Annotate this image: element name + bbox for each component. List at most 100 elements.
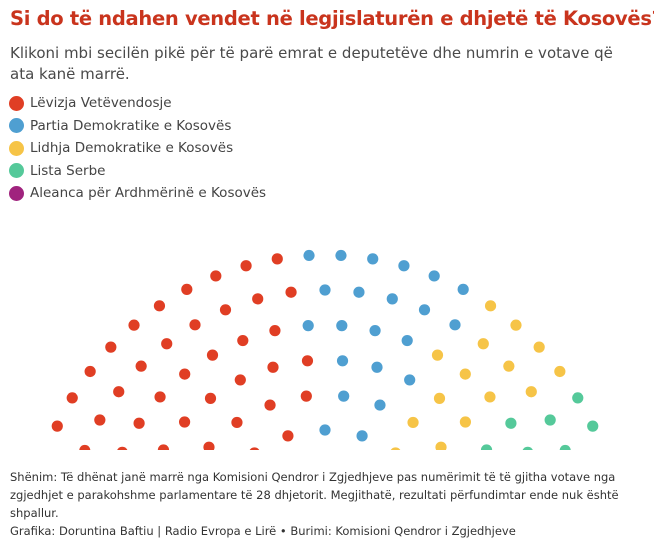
seat-dot[interactable] — [267, 361, 279, 373]
seat-dot[interactable] — [505, 417, 517, 429]
seat-dot[interactable] — [269, 325, 281, 337]
seat-dot[interactable] — [459, 416, 472, 428]
seat-dot[interactable] — [51, 420, 63, 432]
seat-dot[interactable] — [374, 399, 386, 411]
legend-label: Aleanca për Ardhmërinë e Kosovës — [30, 185, 267, 202]
seat-dot[interactable] — [480, 444, 493, 450]
seat-dot[interactable] — [336, 320, 348, 332]
seat-dot[interactable] — [237, 334, 249, 347]
seat-dot[interactable] — [428, 270, 440, 282]
seat-dot[interactable] — [161, 338, 173, 350]
legend: Lëvizja Vetëvendosje Partia Demokratike … — [9, 92, 266, 205]
seat-dot[interactable] — [319, 424, 331, 436]
seat-dot[interactable] — [113, 386, 125, 398]
legend-item[interactable]: Lëvizja Vetëvendosje — [9, 92, 266, 115]
seat-dot[interactable] — [338, 390, 350, 402]
seat-dot[interactable] — [418, 304, 431, 316]
legend-label: Partia Demokratike e Kosovës — [30, 117, 232, 134]
chart-subtitle: Klikoni mbi secilën pikë për të parë emr… — [10, 44, 613, 83]
seat-dot[interactable] — [234, 374, 246, 386]
seat-dot[interactable] — [559, 444, 571, 450]
seat-dot[interactable] — [336, 355, 349, 367]
seat-dot[interactable] — [533, 341, 545, 353]
seat-dot[interactable] — [135, 360, 147, 372]
seat-dot[interactable] — [404, 374, 416, 386]
seat-dot[interactable] — [431, 349, 444, 361]
seat-dot[interactable] — [484, 391, 496, 403]
seat-dot[interactable] — [587, 420, 599, 432]
seat-dot[interactable] — [240, 260, 252, 272]
seat-dot[interactable] — [282, 430, 294, 442]
seat-dot[interactable] — [231, 416, 243, 429]
seat-dot[interactable] — [157, 444, 170, 450]
seat-dot[interactable] — [398, 260, 410, 272]
seat-dot[interactable] — [371, 361, 383, 373]
seat-dot[interactable] — [435, 441, 447, 450]
seat-dot[interactable] — [353, 286, 365, 298]
seat-dot[interactable] — [484, 300, 497, 312]
legend-swatch-icon — [9, 140, 24, 156]
seat-dot[interactable] — [319, 284, 331, 296]
seat-dot[interactable] — [503, 360, 515, 372]
legend-label: Lëvizja Vetëvendosje — [30, 95, 172, 112]
seat-dot[interactable] — [477, 338, 489, 350]
legend-label: Lidhja Demokratike e Kosovës — [30, 140, 234, 157]
seat-dot[interactable] — [449, 319, 461, 331]
seat-dot[interactable] — [189, 319, 201, 331]
seat-dot[interactable] — [335, 249, 347, 262]
legend-swatch-icon — [9, 163, 24, 179]
seat-dot[interactable] — [401, 334, 413, 347]
seat-dot[interactable] — [390, 447, 401, 450]
seat-dot[interactable] — [285, 286, 297, 298]
seat-dot[interactable] — [252, 293, 264, 305]
seat-dot[interactable] — [249, 447, 260, 450]
seat-dot[interactable] — [204, 392, 217, 404]
seat-dot[interactable] — [457, 283, 469, 295]
legend-item[interactable]: Aleanca për Ardhmërinë e Kosovës — [9, 182, 266, 205]
seat-dot[interactable] — [206, 349, 219, 361]
seat-dot[interactable] — [544, 414, 556, 426]
seat-dot[interactable] — [459, 368, 471, 380]
legend-swatch-icon — [9, 95, 24, 111]
seat-dot[interactable] — [433, 392, 446, 404]
seat-dot[interactable] — [117, 446, 128, 450]
legend-swatch-icon — [9, 118, 24, 134]
seat-dot[interactable] — [264, 399, 276, 411]
seat-dot[interactable] — [181, 283, 193, 295]
seat-dot[interactable] — [79, 444, 91, 450]
seat-dot[interactable] — [105, 341, 117, 353]
seat-dot[interactable] — [302, 320, 314, 332]
seat-dot[interactable] — [300, 390, 312, 402]
chart-title: Si do të ndahen vendet në legjislaturën … — [10, 7, 654, 30]
seat-dot[interactable] — [133, 417, 145, 429]
seat-dot[interactable] — [66, 392, 78, 404]
seat-dot[interactable] — [84, 365, 96, 378]
legend-item[interactable]: Partia Demokratike e Kosovës — [9, 115, 266, 138]
seat-dot[interactable] — [153, 300, 166, 312]
seat-dot[interactable] — [356, 430, 368, 442]
seat-dot[interactable] — [407, 416, 419, 429]
seat-dot[interactable] — [510, 319, 522, 331]
seat-dot[interactable] — [572, 392, 584, 404]
seat-dot[interactable] — [154, 391, 166, 403]
seat-dot[interactable] — [522, 446, 533, 450]
seat-dot[interactable] — [203, 441, 215, 450]
parliament-chart — [51, 249, 599, 450]
seat-dot[interactable] — [178, 416, 191, 428]
legend-item[interactable]: Lista Serbe — [9, 160, 266, 183]
seat-dot[interactable] — [386, 293, 398, 305]
footer: Shënim: Të dhënat janë marrë nga Komisio… — [10, 468, 646, 540]
seat-dot[interactable] — [210, 270, 222, 282]
seat-dot[interactable] — [94, 414, 106, 426]
seat-dot[interactable] — [369, 325, 381, 337]
seat-dot[interactable] — [525, 386, 537, 398]
seat-dot[interactable] — [301, 355, 314, 367]
seat-dot[interactable] — [367, 253, 379, 265]
seat-dot[interactable] — [128, 319, 140, 331]
seat-dot[interactable] — [219, 304, 232, 316]
seat-dot[interactable] — [271, 253, 283, 265]
legend-item[interactable]: Lidhja Demokratike e Kosovës — [9, 137, 266, 160]
seat-dot[interactable] — [303, 249, 315, 262]
seat-dot[interactable] — [554, 365, 566, 378]
seat-dot[interactable] — [179, 368, 191, 380]
